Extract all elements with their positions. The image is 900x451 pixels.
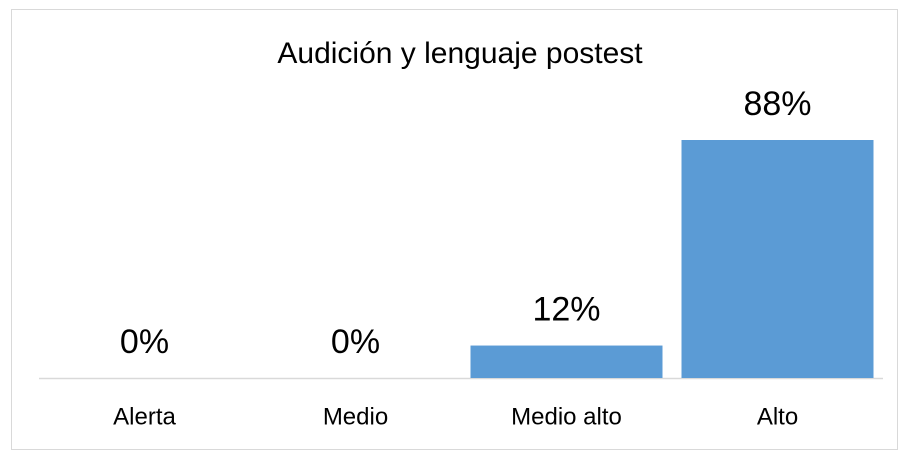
x-tick-label: Alerta — [113, 403, 176, 430]
value-label: 12% — [532, 291, 600, 329]
x-tick-label: Medio — [323, 403, 388, 430]
chart-title: Audición y lenguaje postest — [277, 37, 643, 70]
value-label: 88% — [743, 85, 811, 123]
value-label: 0% — [331, 323, 380, 361]
bar — [681, 140, 874, 378]
x-tick-label: Medio alto — [511, 403, 622, 430]
bar — [470, 345, 663, 378]
x-tick-label: Alto — [757, 403, 798, 430]
value-label: 0% — [120, 323, 169, 361]
